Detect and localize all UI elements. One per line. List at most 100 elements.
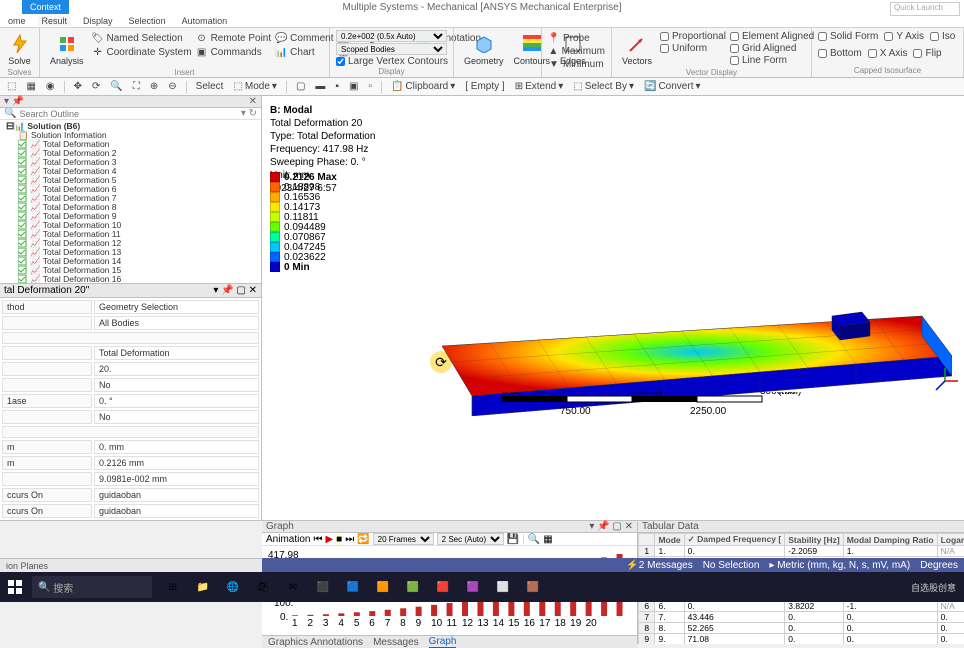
tb-isometric-icon[interactable]: ⬚ bbox=[4, 81, 19, 92]
flip-check[interactable]: Flip bbox=[913, 48, 941, 59]
probe-button[interactable]: 📍Probe bbox=[548, 32, 605, 44]
property-row[interactable]: No bbox=[2, 410, 259, 424]
app1-icon[interactable]: ⬛ bbox=[310, 574, 336, 600]
column-header[interactable]: Logarithmic Decrem bbox=[937, 534, 964, 546]
uniform-check[interactable]: Uniform bbox=[660, 43, 726, 54]
scale-dropdown[interactable]: 0.2e+002 (0.5x Auto) bbox=[336, 30, 447, 42]
app2-icon[interactable]: 🟦 bbox=[340, 574, 366, 600]
geometry-button[interactable]: Geometry bbox=[460, 30, 508, 68]
column-header[interactable]: ✓ Damped Frequency [ bbox=[684, 534, 785, 546]
tab-messages[interactable]: Messages bbox=[373, 637, 419, 648]
property-row[interactable]: All Bodies bbox=[2, 316, 259, 330]
tab-result[interactable]: Result bbox=[38, 16, 72, 26]
property-row[interactable]: ccurs Onguidaoban bbox=[2, 504, 259, 518]
column-header[interactable] bbox=[639, 534, 655, 546]
iso-check[interactable]: Iso bbox=[930, 31, 955, 42]
property-row[interactable]: thodGeometry Selection bbox=[2, 300, 259, 314]
large-vertex-check[interactable]: Large Vertex Contours bbox=[336, 56, 447, 67]
property-row[interactable]: No bbox=[2, 378, 259, 392]
app6-icon[interactable]: 🟪 bbox=[460, 574, 486, 600]
property-row[interactable]: 20. bbox=[2, 362, 259, 376]
graphics-viewport[interactable]: B: ModalTotal Deformation 20Type: Total … bbox=[262, 96, 964, 520]
tb-face-icon[interactable]: ▢ bbox=[293, 81, 308, 92]
tab-home[interactable]: ome bbox=[4, 16, 30, 26]
commands-button[interactable]: ▣Commands bbox=[196, 46, 272, 58]
solve-button[interactable]: Solve bbox=[6, 30, 33, 68]
search-outline-input[interactable] bbox=[19, 109, 240, 119]
app5-icon[interactable]: 🟥 bbox=[430, 574, 456, 600]
table-row[interactable]: 66.0.3.8202-1.N/A bbox=[639, 601, 964, 612]
quick-launch-input[interactable]: Quick Launch bbox=[890, 2, 960, 16]
coord-system-button[interactable]: ✛Coordinate System bbox=[92, 46, 192, 58]
convert-dropdown[interactable]: 🔄Convert▾ bbox=[641, 81, 704, 92]
scoped-dropdown[interactable]: Scoped Bodies bbox=[336, 43, 447, 55]
table-row[interactable]: 11.0.-2.20591.N/A bbox=[639, 546, 964, 557]
grid-aligned-check[interactable]: Grid Aligned bbox=[730, 43, 814, 54]
section-planes-tab[interactable]: ion Planes bbox=[0, 558, 262, 572]
loop-icon[interactable]: 🔁 bbox=[357, 534, 369, 545]
yaxis-check[interactable]: Y Axis bbox=[884, 31, 924, 42]
table-row[interactable]: 88.52.2650.0.0. bbox=[639, 623, 964, 634]
tb-zoom-icon[interactable]: 🔍 bbox=[107, 81, 125, 92]
table-row[interactable]: 77.43.4460.0.0. bbox=[639, 612, 964, 623]
minimum-button[interactable]: ▼Minimum bbox=[548, 58, 605, 70]
taskbar-search[interactable]: 🔍 搜索 bbox=[32, 576, 152, 598]
stop-icon[interactable]: ■ bbox=[336, 534, 342, 545]
explorer-icon[interactable]: 📁 bbox=[190, 574, 216, 600]
tb-body-icon[interactable]: ▣ bbox=[346, 81, 361, 92]
tb-wireframe-icon[interactable]: ▦ bbox=[23, 81, 38, 92]
table-row[interactable]: 99.71.080.0.0. bbox=[639, 634, 964, 645]
vectors-button[interactable]: Vectors bbox=[618, 30, 656, 68]
remote-point-button[interactable]: ⊙Remote Point bbox=[196, 32, 272, 44]
store-icon[interactable]: 🛍 bbox=[250, 574, 276, 600]
tab-graph[interactable]: Graph bbox=[429, 636, 457, 648]
first-frame-icon[interactable]: ⏮ bbox=[313, 534, 322, 545]
bottom-check[interactable]: Bottom bbox=[818, 48, 862, 59]
element-aligned-check[interactable]: Element Aligned bbox=[730, 31, 814, 42]
system-tray[interactable]: 自选股创意 bbox=[903, 581, 964, 594]
named-selection-button[interactable]: 🏷Named Selection bbox=[92, 32, 192, 44]
select-by-dropdown[interactable]: ⬚Select By▾ bbox=[570, 81, 637, 92]
large-vertex-checkbox[interactable] bbox=[336, 57, 345, 66]
task-view-icon[interactable]: ⊞ bbox=[160, 574, 186, 600]
property-row[interactable]: m0.2126 mm bbox=[2, 456, 259, 470]
tb-zoomin-icon[interactable]: ⊕ bbox=[147, 81, 161, 92]
column-header[interactable]: Stability [Hz] bbox=[785, 534, 843, 546]
property-row[interactable]: ccurs Onguidaoban bbox=[2, 488, 259, 502]
grid-icon[interactable]: ▦ bbox=[543, 534, 552, 545]
mode-dropdown[interactable]: ⬚ Mode▾ bbox=[230, 81, 280, 92]
property-row[interactable]: m0. mm bbox=[2, 440, 259, 454]
analysis-button[interactable]: Analysis bbox=[46, 30, 88, 68]
messages-indicator[interactable]: ⚡2 Messages bbox=[626, 560, 692, 571]
tab-annotations[interactable]: Graphics Annotations bbox=[268, 637, 363, 648]
frames-dropdown[interactable]: 20 Frames bbox=[373, 533, 434, 545]
tab-selection[interactable]: Selection bbox=[125, 16, 170, 26]
column-header[interactable]: Mode bbox=[655, 534, 684, 546]
edge-icon[interactable]: 🌐 bbox=[220, 574, 246, 600]
tb-rotate-icon[interactable]: ⟳ bbox=[89, 81, 103, 92]
tab-automation[interactable]: Automation bbox=[178, 16, 232, 26]
app4-icon[interactable]: 🟩 bbox=[400, 574, 426, 600]
extend-dropdown[interactable]: ⊞Extend▾ bbox=[512, 81, 567, 92]
column-header[interactable]: Modal Damping Ratio bbox=[843, 534, 937, 546]
tb-pan-icon[interactable]: ✥ bbox=[71, 81, 85, 92]
clear-icon[interactable]: ▾ ↻ bbox=[241, 108, 257, 119]
line-form-check[interactable]: Line Form bbox=[730, 55, 814, 66]
panel-controls[interactable]: ▾ 📌 ▢ ✕ bbox=[589, 521, 633, 532]
tb-vertex-icon[interactable]: ▪ bbox=[332, 81, 342, 92]
clipboard-dropdown[interactable]: 📋Clipboard▾ bbox=[388, 81, 458, 92]
context-tab[interactable]: Context bbox=[22, 0, 69, 14]
pin-icon[interactable]: ▾ 📌 bbox=[4, 96, 24, 107]
proportional-check[interactable]: Proportional bbox=[660, 31, 726, 42]
zoom-fit-icon[interactable]: 🔍 bbox=[528, 534, 540, 545]
last-frame-icon[interactable]: ⏭ bbox=[345, 534, 354, 545]
tb-node-icon[interactable]: ▫ bbox=[365, 81, 375, 92]
mail-icon[interactable]: ✉ bbox=[280, 574, 306, 600]
select-button[interactable]: Select bbox=[193, 81, 227, 92]
tree-item-deformation[interactable]: 📈 Total Deformation 16 bbox=[0, 275, 261, 283]
property-row[interactable]: 9.0981e-002 mm bbox=[2, 472, 259, 486]
units-status[interactable]: ▸ Metric (mm, kg, N, s, mV, mA) bbox=[769, 560, 910, 571]
tb-shaded-icon[interactable]: ◉ bbox=[43, 81, 58, 92]
tb-fit-icon[interactable]: ⛶ bbox=[130, 81, 143, 92]
tb-zoomout-icon[interactable]: ⊖ bbox=[165, 81, 179, 92]
